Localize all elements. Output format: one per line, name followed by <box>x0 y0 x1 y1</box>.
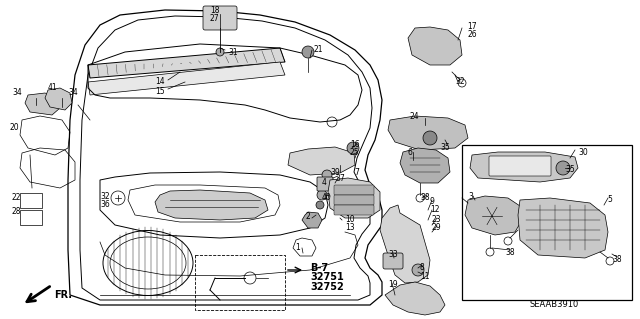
Circle shape <box>347 142 359 154</box>
Text: 8: 8 <box>420 263 425 272</box>
Polygon shape <box>470 152 578 182</box>
Text: SEAAB3910: SEAAB3910 <box>530 300 579 309</box>
Text: 38: 38 <box>505 248 515 257</box>
Polygon shape <box>88 48 285 78</box>
Text: 16: 16 <box>350 140 360 149</box>
Text: 6: 6 <box>407 148 412 157</box>
Circle shape <box>412 264 424 276</box>
Circle shape <box>302 46 314 58</box>
Text: 9: 9 <box>430 197 435 206</box>
Text: 15: 15 <box>155 87 164 96</box>
Text: 35: 35 <box>565 165 575 174</box>
Polygon shape <box>302 212 322 228</box>
Text: 13: 13 <box>345 223 355 232</box>
Polygon shape <box>408 27 462 65</box>
Circle shape <box>317 190 327 200</box>
Text: 29: 29 <box>432 223 442 232</box>
Bar <box>20 193 42 208</box>
FancyBboxPatch shape <box>383 253 403 269</box>
Polygon shape <box>88 62 285 95</box>
Text: 10: 10 <box>345 215 355 224</box>
Polygon shape <box>328 178 380 218</box>
Polygon shape <box>45 88 72 110</box>
Text: 40: 40 <box>322 193 332 202</box>
Text: 32751: 32751 <box>310 272 344 282</box>
Text: 5: 5 <box>607 195 612 204</box>
Bar <box>195 255 285 310</box>
Text: 36: 36 <box>100 200 109 209</box>
Circle shape <box>316 201 324 209</box>
Text: 14: 14 <box>155 77 164 86</box>
Polygon shape <box>388 116 468 150</box>
Polygon shape <box>465 196 522 235</box>
Circle shape <box>216 48 224 56</box>
Polygon shape <box>385 282 445 315</box>
Polygon shape <box>25 93 60 115</box>
Text: 35: 35 <box>440 143 450 152</box>
Circle shape <box>322 170 332 180</box>
Polygon shape <box>380 205 430 283</box>
Text: 32752: 32752 <box>310 282 344 292</box>
Text: B-7: B-7 <box>310 263 328 273</box>
Text: 24: 24 <box>410 112 420 121</box>
Bar <box>20 210 42 225</box>
Text: 37: 37 <box>335 174 345 183</box>
FancyBboxPatch shape <box>203 6 237 30</box>
Polygon shape <box>288 147 355 175</box>
Text: 7: 7 <box>354 168 359 177</box>
FancyBboxPatch shape <box>334 195 374 205</box>
FancyBboxPatch shape <box>334 205 374 215</box>
FancyBboxPatch shape <box>334 185 374 195</box>
Polygon shape <box>155 190 268 220</box>
Text: 12: 12 <box>430 205 440 214</box>
Text: FR.: FR. <box>54 290 72 300</box>
Polygon shape <box>400 148 450 183</box>
Text: 32: 32 <box>455 77 465 86</box>
Text: 26: 26 <box>467 30 477 39</box>
Text: 27: 27 <box>210 14 220 23</box>
Text: 20: 20 <box>10 123 20 132</box>
Text: 18: 18 <box>210 6 220 15</box>
Text: 4: 4 <box>322 178 327 187</box>
Text: 28: 28 <box>12 207 22 216</box>
Text: 2: 2 <box>305 212 310 221</box>
Text: 21: 21 <box>313 45 323 54</box>
FancyBboxPatch shape <box>317 177 333 191</box>
Text: 19: 19 <box>388 280 397 289</box>
Polygon shape <box>518 198 608 258</box>
Text: 34: 34 <box>12 88 22 97</box>
FancyBboxPatch shape <box>489 156 551 176</box>
Text: 25: 25 <box>350 148 360 157</box>
Text: 17: 17 <box>467 22 477 31</box>
Text: 22: 22 <box>12 193 22 202</box>
Text: 30: 30 <box>578 148 588 157</box>
Text: 11: 11 <box>420 272 429 281</box>
Circle shape <box>423 131 437 145</box>
Text: 1: 1 <box>295 243 300 252</box>
Text: 31: 31 <box>228 48 237 57</box>
Text: 38: 38 <box>420 193 429 202</box>
Text: 39: 39 <box>330 168 340 177</box>
Bar <box>462 145 632 300</box>
Text: 32: 32 <box>100 192 109 201</box>
Text: 33: 33 <box>388 250 397 259</box>
Text: 41: 41 <box>48 83 58 92</box>
Text: 3: 3 <box>468 192 473 201</box>
Text: 38: 38 <box>612 255 621 264</box>
Text: 23: 23 <box>432 215 442 224</box>
Circle shape <box>556 161 570 175</box>
Text: 34: 34 <box>68 88 77 97</box>
